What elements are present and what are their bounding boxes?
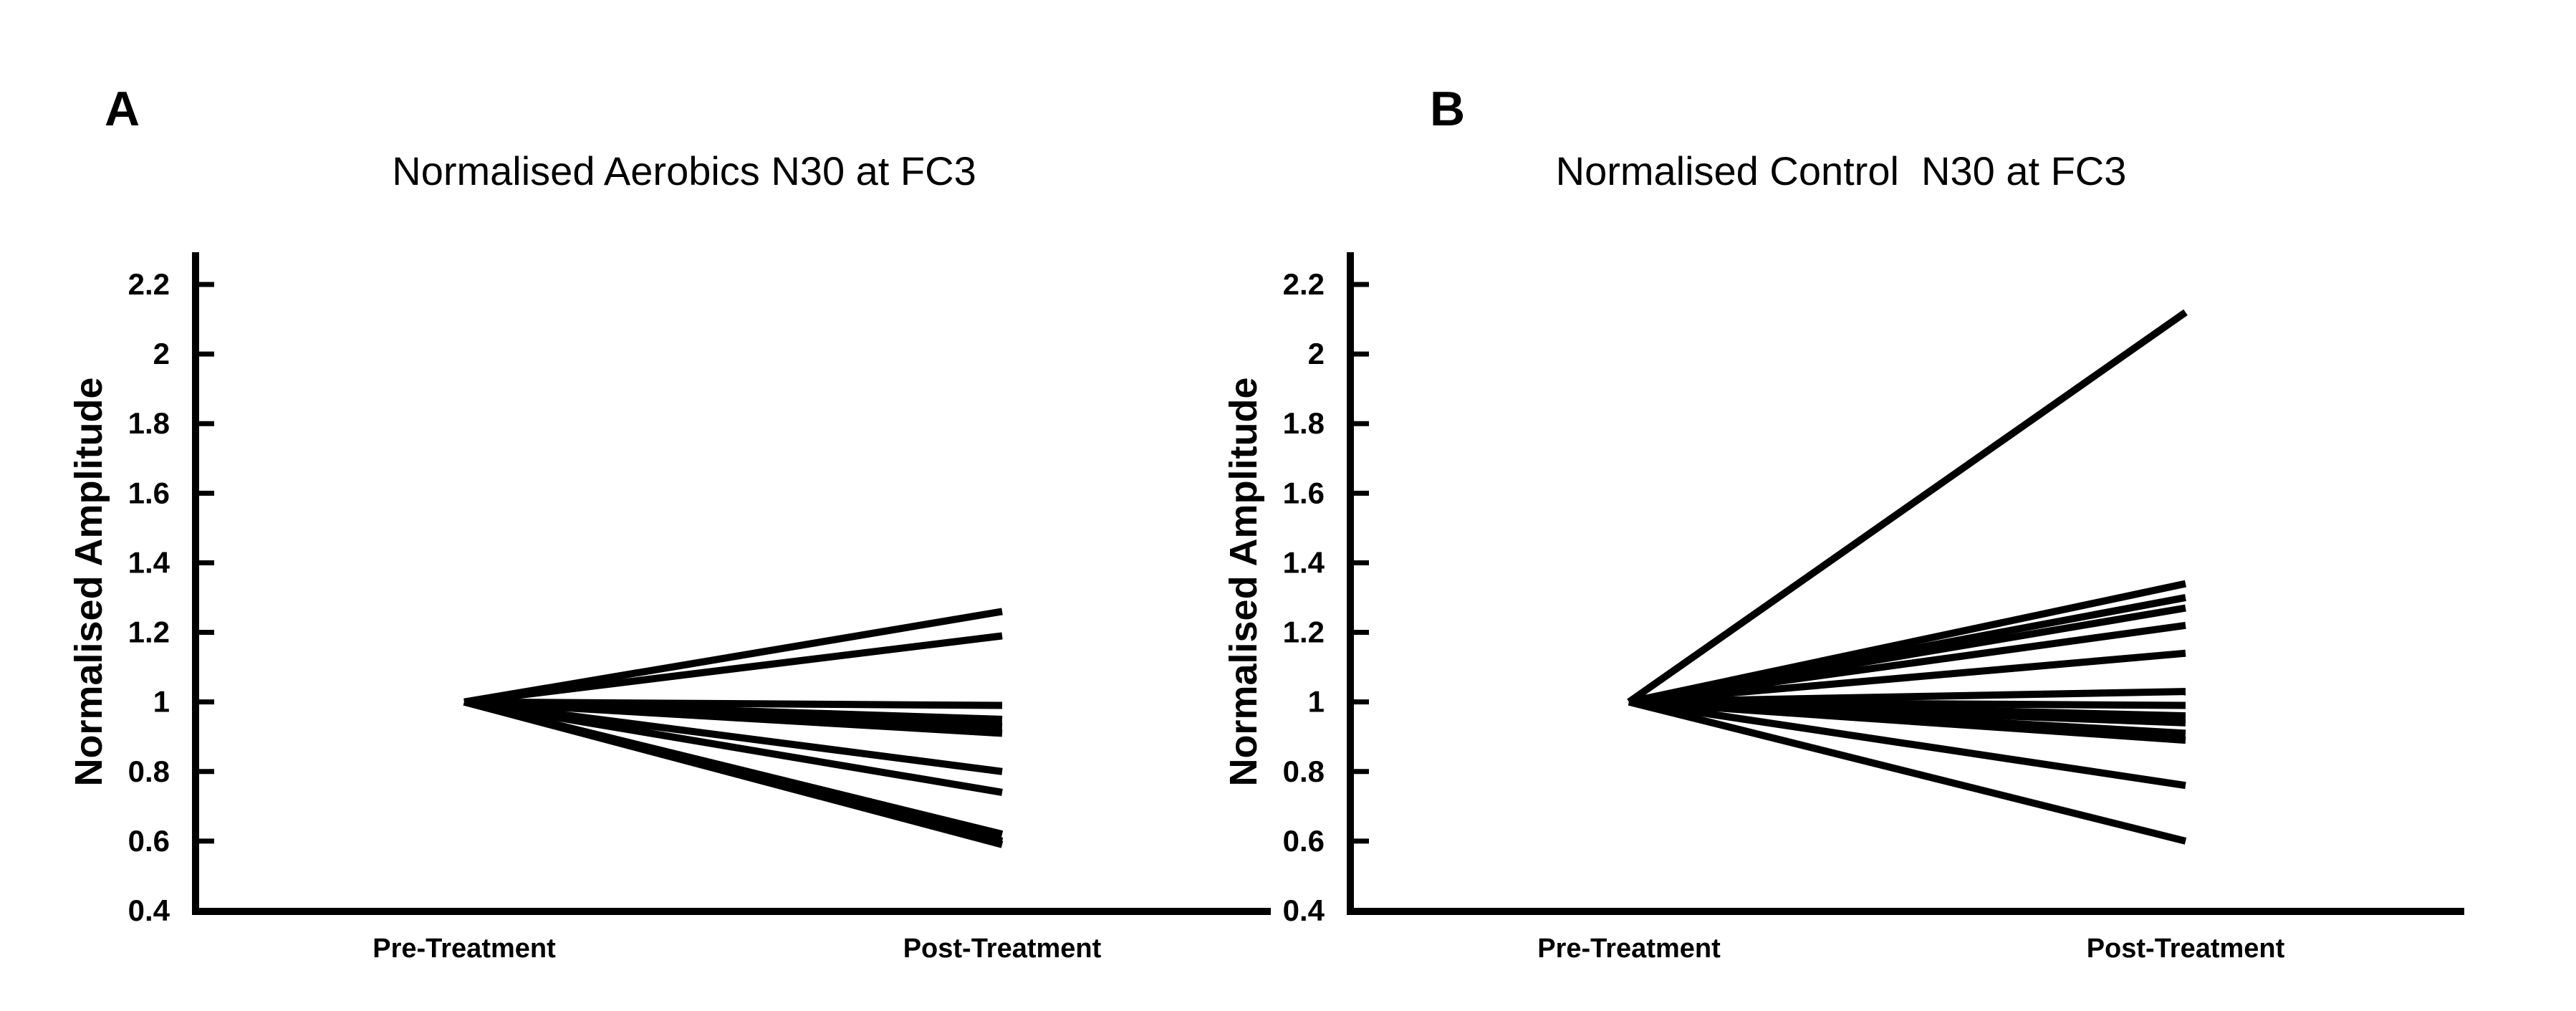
y-tick-label: 1.6 <box>1283 476 1325 509</box>
panel-a-plot: 0.4 0.6 0.8 1 1.2 1.4 1.6 1.8 2 2.2 <box>128 252 1271 927</box>
slope-line <box>463 698 1003 737</box>
y-tick-label: 1.2 <box>128 615 170 649</box>
y-tick-label: 1.8 <box>1283 406 1325 440</box>
y-tick-label: 0.4 <box>1283 893 1325 927</box>
y-tick-label: 1.4 <box>1283 545 1325 579</box>
panel-b-y-axis-title: Normalised Amplitude <box>1222 377 1265 787</box>
panel-a-category-pre-treatment: Pre-Treatment <box>373 934 556 964</box>
y-tick-label: 1 <box>153 685 170 719</box>
y-tick-label: 1.4 <box>128 545 170 579</box>
slope-line <box>463 608 1003 706</box>
panel-a-y-axis-title: Normalised Amplitude <box>67 377 110 787</box>
y-tick-label: 0.6 <box>128 824 170 858</box>
slope-line <box>463 632 1003 706</box>
y-tick-label: 2.2 <box>128 267 170 301</box>
y-tick-label: 0.4 <box>128 893 170 927</box>
panel-b-plot: 0.4 0.6 0.8 1 1.2 1.4 1.6 1.8 2 2.2 <box>1283 252 2464 927</box>
slope-line <box>1628 649 2186 706</box>
y-tick-label: 2 <box>1308 337 1325 370</box>
panel-a-chart-title: Normalised Aerobics N30 at FC3 <box>392 148 976 193</box>
y-tick-label: 1.6 <box>128 476 170 509</box>
panel-a-letter: A <box>105 82 140 136</box>
panel-b-letter: B <box>1430 82 1466 136</box>
slope-line <box>1628 698 2187 845</box>
slope-line <box>463 698 1004 848</box>
slope-line <box>1628 621 2186 706</box>
y-tick-label: 2 <box>153 337 170 370</box>
y-tick-label: 1.8 <box>128 406 170 440</box>
y-tick-label: 2.2 <box>1283 267 1325 301</box>
y-tick-label: 1.2 <box>1283 615 1325 649</box>
y-tick-label: 0.8 <box>1283 754 1325 788</box>
panel-b-chart-title: Normalised Control N30 at FC3 <box>1555 148 2127 193</box>
panel-b-category-post-treatment: Post-Treatment <box>2086 934 2285 964</box>
panel-b-category-pre-treatment: Pre-Treatment <box>1537 934 1721 964</box>
slope-line <box>1627 309 2188 705</box>
slope-line <box>463 698 1003 796</box>
slope-line <box>1628 698 2186 790</box>
slope-line <box>1628 698 2186 744</box>
y-tick-label: 1 <box>1308 685 1325 719</box>
y-tick-label: 0.6 <box>1283 824 1325 858</box>
panel-a-category-post-treatment: Post-Treatment <box>903 934 1102 964</box>
y-tick-label: 0.8 <box>128 754 170 788</box>
